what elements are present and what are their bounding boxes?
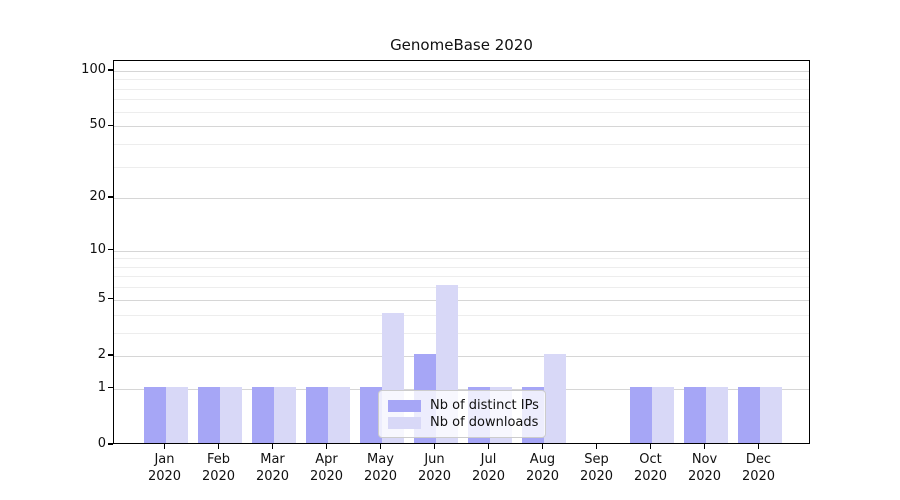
minor-gridline (114, 266, 809, 268)
x-tick-mark (379, 444, 382, 449)
bar-downloads (327, 386, 350, 443)
plot-area: Nb of distinct IPs Nb of downloads (113, 60, 810, 444)
x-tick-label: Feb 2020 (201, 452, 236, 484)
legend-swatch-distinct-ips (388, 399, 421, 412)
y-tick-label: 1 (97, 379, 106, 395)
y-tick-mark (108, 298, 113, 300)
major-gridline (114, 355, 809, 357)
bar-downloads (219, 386, 242, 443)
x-tick-label: Dec 2020 (741, 452, 776, 484)
minor-gridline (114, 99, 809, 101)
legend-item-distinct-ips: Nb of distinct IPs (388, 398, 539, 413)
major-gridline (114, 250, 809, 252)
bar-distinct-ips (143, 386, 166, 443)
x-tick-label: May 2020 (363, 452, 398, 484)
legend-swatch-downloads (388, 416, 421, 429)
x-tick-mark (433, 444, 436, 449)
x-tick-mark (487, 444, 490, 449)
minor-gridline (114, 79, 809, 81)
x-tick-mark (703, 444, 706, 449)
bar-downloads (759, 386, 782, 443)
y-tick-label: 5 (97, 290, 106, 306)
x-tick-label: Apr 2020 (309, 452, 344, 484)
legend-item-downloads: Nb of downloads (388, 415, 539, 430)
y-tick-mark (108, 387, 113, 389)
bar-distinct-ips (629, 386, 652, 443)
legend-label-distinct-ips: Nb of distinct IPs (430, 398, 539, 413)
x-tick-label: Jun 2020 (417, 452, 452, 484)
minor-gridline (114, 143, 809, 145)
bar-downloads (273, 386, 296, 443)
y-tick-mark (108, 196, 113, 198)
minor-gridline (114, 276, 809, 278)
y-tick-label: 20 (89, 189, 106, 205)
x-tick-mark (541, 444, 544, 449)
x-tick-mark (649, 444, 652, 449)
x-tick-label: Nov 2020 (687, 452, 722, 484)
y-tick-label: 50 (89, 117, 106, 133)
bar-distinct-ips (197, 386, 220, 443)
bar-distinct-ips (737, 386, 760, 443)
y-tick-mark (108, 69, 113, 71)
y-tick-label: 0 (97, 436, 106, 451)
major-gridline (114, 299, 809, 301)
bar-distinct-ips (251, 386, 274, 443)
x-tick-label: Jan 2020 (147, 452, 182, 484)
major-gridline (114, 126, 809, 128)
major-gridline (114, 198, 809, 200)
x-tick-mark (595, 444, 598, 449)
bar-distinct-ips (359, 386, 382, 443)
y-tick-label: 100 (81, 61, 106, 77)
x-tick-mark (271, 444, 274, 449)
bar-downloads (705, 386, 728, 443)
x-tick-label: Sep 2020 (579, 452, 614, 484)
x-tick-label: Jul 2020 (471, 452, 506, 484)
legend-label-downloads: Nb of downloads (430, 415, 539, 430)
bar-downloads (543, 353, 566, 443)
y-tick-mark (108, 443, 113, 445)
legend: Nb of distinct IPs Nb of downloads (378, 390, 546, 438)
minor-gridline (114, 332, 809, 334)
bar-downloads (165, 386, 188, 443)
x-tick-mark (757, 444, 760, 449)
y-tick-mark (108, 354, 113, 356)
x-tick-mark (217, 444, 220, 449)
minor-gridline (114, 88, 809, 90)
y-tick-label: 2 (97, 346, 106, 362)
bar-distinct-ips (683, 386, 706, 443)
x-tick-label: Oct 2020 (633, 452, 668, 484)
bar-distinct-ips (305, 386, 328, 443)
major-gridline (114, 388, 809, 390)
x-tick-label: Aug 2020 (525, 452, 560, 484)
minor-gridline (114, 314, 809, 316)
minor-gridline (114, 166, 809, 168)
y-tick-mark (108, 124, 113, 126)
x-tick-label: Mar 2020 (255, 452, 290, 484)
y-tick-mark (108, 248, 113, 251)
chart-title: GenomeBase 2020 (390, 36, 533, 54)
y-tick-label: 10 (89, 241, 106, 257)
x-tick-mark (163, 444, 166, 449)
bar-downloads (651, 386, 674, 443)
major-gridline (114, 70, 809, 72)
x-tick-mark (325, 444, 328, 449)
minor-gridline (114, 111, 809, 113)
minor-gridline (114, 258, 809, 260)
minor-gridline (114, 287, 809, 289)
